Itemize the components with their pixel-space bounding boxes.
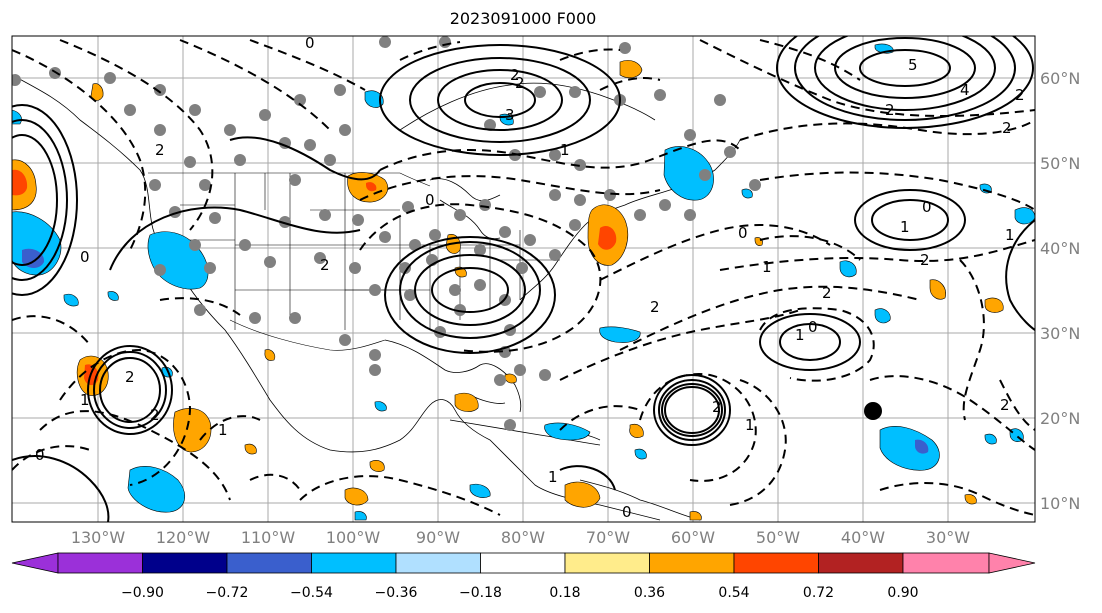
lon-label: 30°W (926, 528, 970, 547)
contour-label: 1 (745, 416, 755, 434)
contour-label: 0 (622, 503, 632, 521)
lon-label: 90°W (416, 528, 460, 547)
colorbar-tick-label: 0.72 (803, 585, 834, 601)
contour-label: 2 (125, 368, 135, 386)
dashed-contours (12, 39, 1035, 516)
contour-label: 2 (1002, 119, 1012, 137)
colorbar-segment (226, 552, 312, 574)
contour-label: 5 (908, 56, 918, 74)
lat-label: 40°N (1040, 239, 1080, 258)
contour-label: 2 (1015, 86, 1025, 104)
colorbar-max-extension (988, 552, 1036, 574)
latitude-labels: 60°N 50°N 40°N 30°N 20°N 10°N (1040, 69, 1080, 513)
contour-label: 2 (150, 406, 160, 424)
lon-label: 110°W (241, 528, 296, 547)
contour-label: 2 (510, 66, 520, 84)
contour-label: 0 (922, 198, 932, 216)
colorbar-segment (649, 552, 735, 574)
contour-label: 1 (762, 258, 772, 276)
lon-label: 40°W (841, 528, 885, 547)
lon-label: 100°W (326, 528, 381, 547)
colorbar-tick-label: −0.36 (375, 585, 418, 601)
colorbar-segment (142, 552, 228, 574)
colorbar-tick-label: −0.18 (459, 585, 502, 601)
colorbar-segment (564, 552, 650, 574)
contour-label: 0 (35, 446, 45, 464)
colorbar-ticks: −0.90 −0.72 −0.54 −0.36 −0.18 0.18 0.36 … (121, 585, 919, 601)
contour-label: 1 (900, 218, 910, 236)
map-frame (11, 35, 1036, 523)
contour-label: 2 (920, 251, 930, 269)
colorbar-tick-label: −0.54 (290, 585, 333, 601)
contour-label: 1 (218, 421, 228, 439)
contour-label: 4 (960, 81, 970, 99)
lat-label: 30°N (1040, 324, 1080, 343)
map-title: 2023091000 F000 (449, 9, 597, 28)
contour-label: 0 (808, 318, 818, 336)
strong-negative-shading (22, 248, 929, 454)
strong-positive-shading (12, 169, 617, 386)
colorbar-segment (818, 552, 904, 574)
lat-label: 50°N (1040, 154, 1080, 173)
contour-label: 1 (80, 391, 90, 409)
lon-label: 130°W (71, 528, 126, 547)
lat-label: 10°N (1040, 494, 1080, 513)
contour-label: 0 (425, 191, 435, 209)
storm-marker (864, 402, 882, 420)
contour-label: 3 (505, 106, 515, 124)
contour-label: 1 (548, 468, 558, 486)
contour-labels: 0 2 2 3 5 4 2 2 2 1 2 0 1 0 2 1 2 0 2 1 … (35, 34, 1025, 521)
lat-label: 20°N (1040, 409, 1080, 428)
contour-label: 2 (515, 74, 525, 92)
colorbar-tick-label: −0.90 (121, 585, 164, 601)
colorbar-tick-label: 0.18 (549, 585, 580, 601)
contour-label: 0 (80, 248, 90, 266)
contour-label: 0 (738, 224, 748, 242)
contour-label: 1 (560, 141, 570, 159)
contour-label: 1 (1005, 226, 1015, 244)
contour-label: 2 (1000, 396, 1010, 414)
lon-label: 50°W (756, 528, 800, 547)
colorbar-segment (57, 552, 143, 574)
colorbar-tick-label: 0.36 (634, 585, 665, 601)
colorbar-segment (902, 552, 990, 574)
contour-label: 2 (650, 298, 660, 316)
colorbar-min-extension (11, 552, 59, 574)
colorbar-segment (480, 552, 566, 574)
longitude-labels: 130°W 120°W 110°W 100°W 90°W 80°W 70°W 6… (71, 528, 970, 547)
colorbar-segment (311, 552, 397, 574)
lon-label: 120°W (156, 528, 211, 547)
contour-label: 0 (305, 34, 315, 52)
contour-label: 2 (885, 101, 895, 119)
colorbar-tick-label: 0.54 (718, 585, 749, 601)
contour-label: 2 (155, 141, 165, 159)
map-panel: 0 2 2 3 5 4 2 2 2 1 2 0 1 0 2 1 2 0 2 1 … (12, 34, 1035, 522)
contour-label: 1 (795, 326, 805, 344)
contour-label: 2 (822, 284, 832, 302)
colorbar-tick-label: 0.90 (887, 585, 918, 601)
lat-label: 60°N (1040, 69, 1080, 88)
lon-label: 70°W (586, 528, 630, 547)
contour-label: 2 (712, 398, 722, 416)
contour-label: 2 (320, 256, 330, 274)
colorbar-segment (395, 552, 481, 574)
colorbar-tick-label: −0.72 (206, 585, 249, 601)
colorbar-segment (733, 552, 819, 574)
lon-label: 80°W (501, 528, 545, 547)
colorbar (11, 552, 1036, 574)
lon-label: 60°W (671, 528, 715, 547)
